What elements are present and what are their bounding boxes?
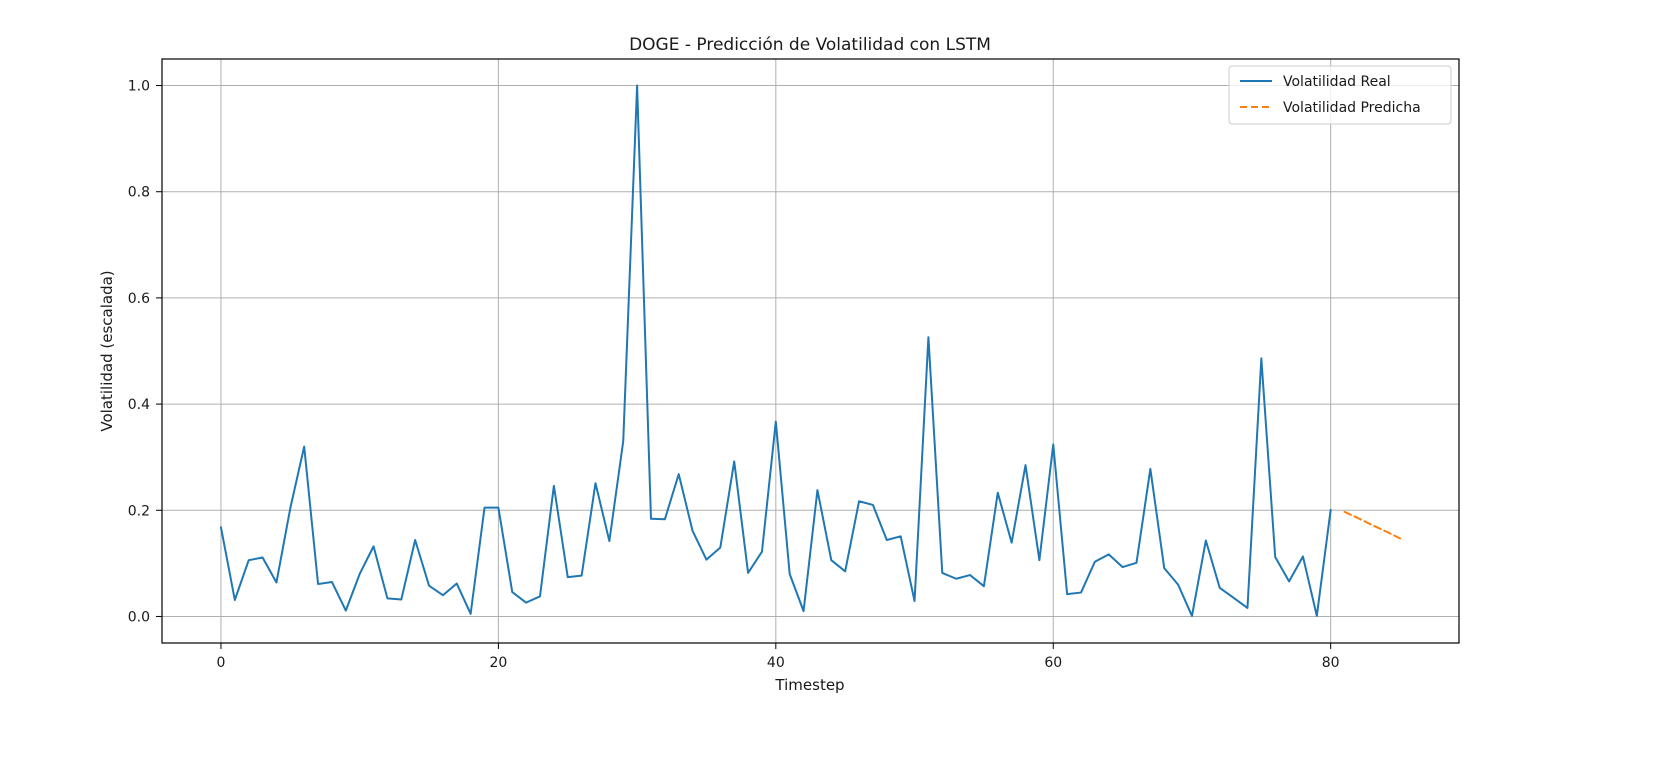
y-tick-label: 0.8 bbox=[128, 185, 150, 201]
y-tick-label: 0.0 bbox=[128, 609, 150, 625]
series-line-predicted bbox=[1343, 510, 1402, 540]
legend-label-real: Volatilidad Real bbox=[1283, 74, 1391, 90]
x-tick-label: 40 bbox=[767, 655, 785, 671]
x-tick-label: 20 bbox=[489, 655, 507, 671]
y-axis-label: Volatilidad (escalada) bbox=[98, 270, 116, 431]
axis-ticks: 0 20 40 60 80 0.0 0.2 0.4 0.6 0.8 1.0 bbox=[128, 79, 1340, 671]
y-tick-label: 0.6 bbox=[128, 291, 150, 307]
legend: Volatilidad Real Volatilidad Predicha bbox=[1228, 65, 1452, 125]
y-tick-label: 1.0 bbox=[128, 79, 150, 95]
x-axis-label: Timestep bbox=[774, 676, 844, 694]
grid-lines bbox=[162, 59, 1459, 643]
x-tick-label: 0 bbox=[216, 655, 225, 671]
y-tick-label: 0.2 bbox=[128, 503, 150, 519]
plot-series bbox=[219, 84, 1402, 617]
legend-box bbox=[1228, 65, 1452, 125]
plot-frame bbox=[161, 58, 1460, 644]
x-tick-label: 60 bbox=[1044, 655, 1062, 671]
chart-title: DOGE - Predicción de Volatilidad con LST… bbox=[629, 35, 991, 55]
series-line-real bbox=[219, 84, 1332, 617]
legend-label-predicted: Volatilidad Predicha bbox=[1283, 100, 1421, 116]
x-tick-label: 80 bbox=[1322, 655, 1340, 671]
y-tick-label: 0.4 bbox=[128, 397, 150, 413]
